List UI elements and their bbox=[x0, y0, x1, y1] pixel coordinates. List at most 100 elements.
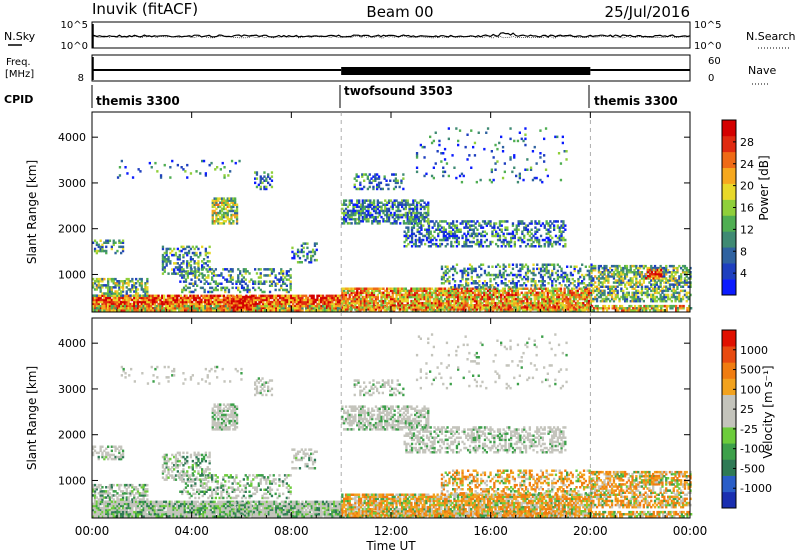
heatmap-cell bbox=[254, 181, 257, 185]
heatmap-cell bbox=[346, 308, 350, 311]
heatmap-cell bbox=[131, 288, 134, 291]
heatmap-cell bbox=[348, 304, 351, 307]
heatmap-cell bbox=[404, 199, 407, 202]
heatmap-cell bbox=[462, 291, 465, 295]
heatmap-cell bbox=[306, 296, 310, 300]
heatmap-cell bbox=[447, 299, 450, 303]
heatmap-cell bbox=[622, 281, 625, 284]
heatmap-cell bbox=[358, 299, 361, 303]
heatmap-cell bbox=[189, 296, 192, 300]
heatmap-cell bbox=[587, 293, 591, 297]
heatmap-cell bbox=[457, 291, 460, 295]
heatmap-cell bbox=[219, 304, 222, 308]
heatmap-cell bbox=[405, 226, 408, 229]
heatmap-cell bbox=[200, 304, 203, 308]
heatmap-cell bbox=[584, 289, 587, 293]
heatmap-cell bbox=[424, 234, 427, 238]
heatmap-cell bbox=[523, 222, 526, 225]
heatmap-cell bbox=[404, 297, 407, 301]
heatmap-cell bbox=[296, 248, 300, 252]
heatmap-cell bbox=[93, 282, 97, 285]
heatmap-cell bbox=[189, 270, 193, 273]
heatmap-cell bbox=[431, 226, 434, 229]
heatmap-cell bbox=[258, 304, 261, 308]
heatmap-cell bbox=[367, 199, 370, 202]
heatmap-cell bbox=[127, 304, 130, 308]
heatmap-cell bbox=[234, 304, 237, 307]
heatmap-cell bbox=[417, 299, 421, 303]
heatmap-cell bbox=[207, 309, 211, 312]
heatmap-cell bbox=[628, 304, 631, 308]
heatmap-cell bbox=[105, 249, 108, 253]
heatmap-cell bbox=[262, 307, 265, 310]
heatmap-cell bbox=[363, 211, 366, 215]
heatmap-cell bbox=[197, 278, 201, 281]
heatmap-cell bbox=[252, 309, 255, 312]
heatmap-cell bbox=[408, 306, 411, 309]
heatmap-cell bbox=[372, 308, 376, 311]
heatmap-cell bbox=[365, 217, 368, 221]
heatmap-cell bbox=[503, 289, 506, 293]
heatmap-cell bbox=[369, 213, 372, 217]
heatmap-cell bbox=[265, 268, 268, 271]
heatmap-cell bbox=[455, 240, 459, 244]
heatmap-cell bbox=[637, 307, 640, 310]
heatmap-cell bbox=[493, 228, 496, 231]
heatmap-cell bbox=[361, 201, 364, 204]
heatmap-cell bbox=[616, 293, 619, 297]
heatmap-cell bbox=[310, 304, 313, 308]
heatmap-cell bbox=[184, 284, 188, 287]
heatmap-cell bbox=[559, 293, 563, 297]
heatmap-cell bbox=[93, 294, 97, 297]
heatmap-cell bbox=[493, 222, 496, 225]
heatmap-cell bbox=[186, 245, 189, 249]
heatmap-cell bbox=[498, 220, 502, 223]
heatmap-cell bbox=[393, 301, 396, 305]
heatmap-cell bbox=[457, 295, 460, 299]
heatmap-cell bbox=[529, 291, 533, 295]
heatmap-cell bbox=[260, 296, 263, 300]
heatmap-cell bbox=[624, 295, 627, 299]
heatmap-cell bbox=[567, 304, 570, 307]
heatmap-cell bbox=[468, 291, 471, 295]
heatmap-cell bbox=[197, 247, 200, 251]
heatmap-cell bbox=[280, 304, 283, 308]
heatmap-cell bbox=[148, 307, 151, 310]
heatmap-cell bbox=[358, 291, 361, 295]
heatmap-cell bbox=[526, 297, 529, 301]
heatmap-cell bbox=[193, 270, 196, 273]
heatmap-cell bbox=[556, 291, 559, 295]
heatmap-cell bbox=[236, 304, 239, 307]
heatmap-cell bbox=[434, 295, 437, 299]
heatmap-cell bbox=[393, 220, 396, 223]
heatmap-cell bbox=[265, 294, 269, 298]
heatmap-cell bbox=[120, 251, 123, 255]
heatmap-cell bbox=[138, 307, 141, 310]
heatmap-cell bbox=[239, 270, 242, 273]
heatmap-cell bbox=[222, 276, 225, 279]
heatmap-cell bbox=[397, 293, 400, 297]
heatmap-cell bbox=[213, 211, 216, 215]
heatmap-cell bbox=[457, 242, 460, 246]
heatmap-cell bbox=[368, 179, 371, 182]
heatmap-cell bbox=[410, 299, 413, 303]
heatmap-cell bbox=[622, 269, 625, 272]
heatmap-cell bbox=[624, 285, 627, 288]
heatmap-cell bbox=[220, 286, 223, 290]
heatmap-cell bbox=[110, 247, 113, 251]
heatmap-cell bbox=[247, 297, 250, 301]
heatmap-cell bbox=[144, 294, 147, 297]
heatmap-cell bbox=[355, 179, 358, 182]
heatmap-cell bbox=[271, 309, 274, 312]
heatmap-cell bbox=[485, 297, 488, 301]
heatmap-cell bbox=[187, 251, 191, 255]
heatmap-cell bbox=[429, 240, 432, 244]
heatmap-cell bbox=[451, 293, 454, 297]
heatmap-cell bbox=[590, 285, 593, 288]
heatmap-cell bbox=[472, 306, 475, 309]
heatmap-cell bbox=[453, 230, 457, 233]
heatmap-cell bbox=[271, 300, 274, 304]
heatmap-cell bbox=[539, 245, 543, 248]
heatmap-cell bbox=[612, 264, 616, 268]
heatmap-cell bbox=[120, 302, 123, 306]
